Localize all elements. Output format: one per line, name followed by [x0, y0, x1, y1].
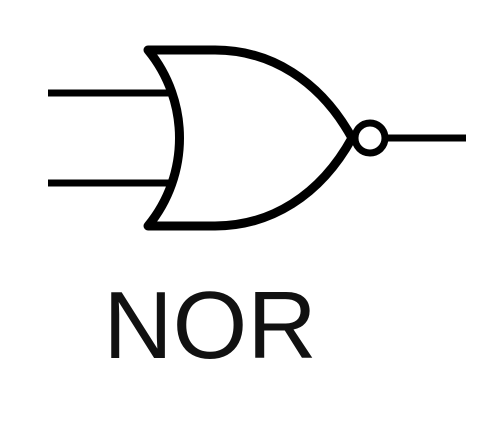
gate-label: NOR: [103, 272, 317, 379]
inversion-bubble: [351, 119, 389, 157]
or-gate-body: [143, 45, 357, 231]
